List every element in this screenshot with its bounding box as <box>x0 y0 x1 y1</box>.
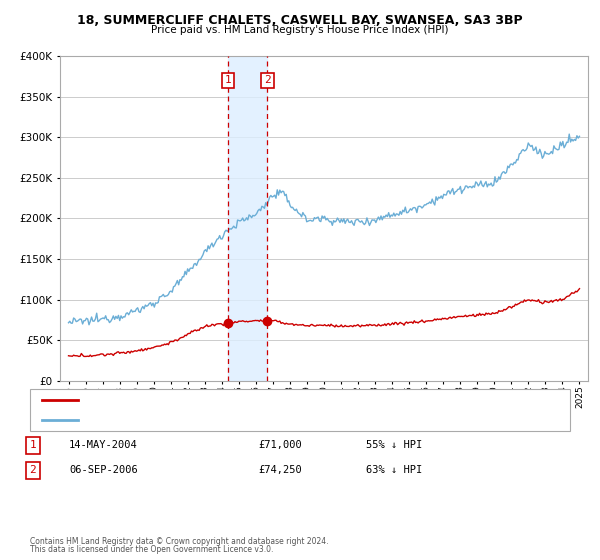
Text: HPI: Average price, detached house, Swansea: HPI: Average price, detached house, Swan… <box>84 415 308 425</box>
Text: Price paid vs. HM Land Registry's House Price Index (HPI): Price paid vs. HM Land Registry's House … <box>151 25 449 35</box>
Text: 55% ↓ HPI: 55% ↓ HPI <box>366 440 422 450</box>
Text: 1: 1 <box>29 440 37 450</box>
Bar <box>228 56 268 381</box>
Text: 06-SEP-2006: 06-SEP-2006 <box>69 465 138 475</box>
Text: £71,000: £71,000 <box>258 440 302 450</box>
Text: 2: 2 <box>29 465 37 475</box>
Text: 14-MAY-2004: 14-MAY-2004 <box>69 440 138 450</box>
Text: 18, SUMMERCLIFF CHALETS, CASWELL BAY, SWANSEA, SA3 3BP: 18, SUMMERCLIFF CHALETS, CASWELL BAY, SW… <box>77 14 523 27</box>
Text: £74,250: £74,250 <box>258 465 302 475</box>
Text: 18, SUMMERCLIFF CHALETS, CASWELL BAY, SWANSEA, SA3 3BP (detached house): 18, SUMMERCLIFF CHALETS, CASWELL BAY, SW… <box>84 395 484 405</box>
Text: This data is licensed under the Open Government Licence v3.0.: This data is licensed under the Open Gov… <box>30 545 274 554</box>
Text: 1: 1 <box>225 76 232 85</box>
Text: 63% ↓ HPI: 63% ↓ HPI <box>366 465 422 475</box>
Text: 2: 2 <box>264 76 271 85</box>
Text: Contains HM Land Registry data © Crown copyright and database right 2024.: Contains HM Land Registry data © Crown c… <box>30 537 329 546</box>
